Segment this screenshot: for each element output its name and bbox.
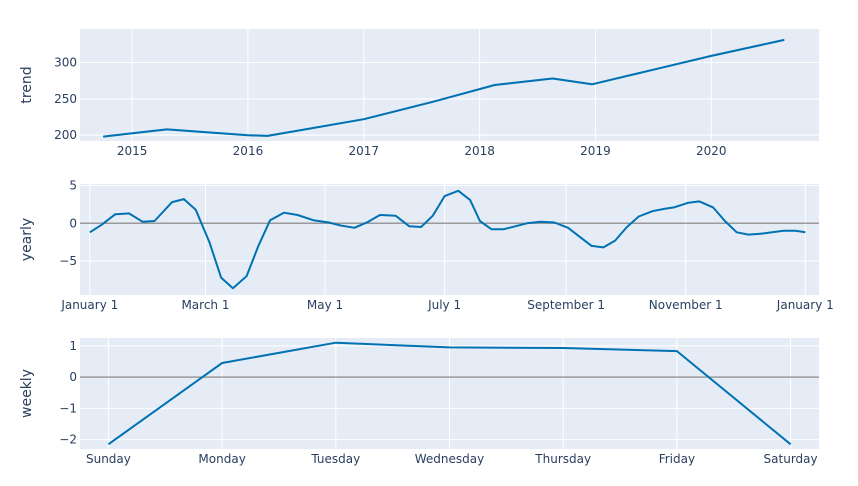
yearly-x-tick-label: January 1 [60,298,118,312]
yearly-panel: January 1 March 1 May 1 July 1 September 1 No… [19,179,834,312]
weekly-series-line [107,341,792,446]
trend-x-tick-label: 2015 [117,144,148,158]
yearly-y-tick-label: 0 [69,216,77,230]
yearly-y-tick-label: −5 [59,254,77,268]
yearly-x-tick-label: May 1 [307,298,343,312]
weekly-x-tick-label: Wednesday [415,452,484,466]
weekly-y-tick-label: −1 [59,401,77,415]
trend-y-tick-label: 250 [54,92,77,106]
weekly-x-tick-label: Monday [198,452,245,466]
weekly-y-tick-label: −2 [59,433,77,447]
trend-y-axis-label: trend [19,66,35,103]
trend-x-tick-label: 2020 [696,144,727,158]
weekly-y-tick-label: 0 [69,370,77,384]
trend-series-line [103,38,785,138]
weekly-y-tick-label: 1 [69,339,77,353]
trend-panel: 2015 2016 2017 2018 2019 2020 200 250 300 trend [19,29,819,158]
yearly-x-tick-label: September 1 [527,298,605,312]
trend-plot-area [80,29,819,141]
trend-y-tick-label: 200 [54,128,77,142]
trend-x-tick-label: 2017 [349,144,380,158]
weekly-y-axis-label: weekly [19,369,35,418]
weekly-x-tick-label: Saturday [764,452,818,466]
yearly-x-tick-label: November 1 [649,298,723,312]
yearly-y-tick-label: 5 [69,179,77,193]
yearly-y-axis-label: yearly [19,218,35,261]
yearly-x-tick-label: July 1 [427,298,461,312]
trend-y-tick-label: 300 [54,55,77,69]
weekly-x-tick-label: Sunday [86,452,131,466]
yearly-x-tick-label: March 1 [181,298,229,312]
trend-x-tick-label: 2018 [464,144,495,158]
yearly-plot-area [80,184,819,295]
weekly-x-tick-label: Thursday [534,452,591,466]
weekly-x-tick-label: Tuesday [310,452,360,466]
yearly-x-tick-label: January 1 [776,298,834,312]
weekly-x-tick-label: Friday [659,452,695,466]
yearly-series-line [89,189,806,290]
trend-x-tick-label: 2019 [580,144,611,158]
trend-x-tick-label: 2016 [233,144,264,158]
weekly-panel: Sunday Monday Tuesday Wednesday Thursday Frid… [19,338,819,466]
